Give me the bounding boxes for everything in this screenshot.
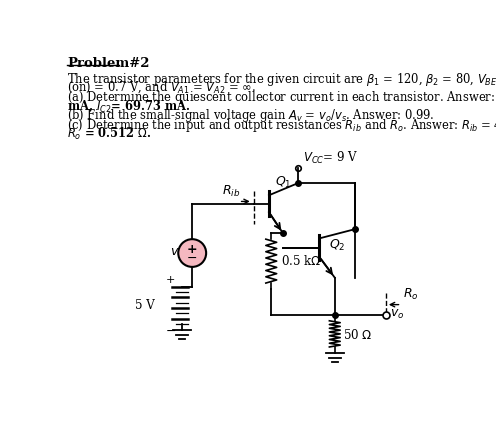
Text: (a) Determine the quiescent collector current in each transistor. Answer: $I_{C1: (a) Determine the quiescent collector cu… xyxy=(67,89,496,106)
Text: $R_{ib}$: $R_{ib}$ xyxy=(222,184,240,199)
Text: $v_o$: $v_o$ xyxy=(390,308,404,321)
Text: $R_o$ = 0.512 $\Omega$.: $R_o$ = 0.512 $\Omega$. xyxy=(67,126,152,142)
Text: mA, $I_{C2}$= 69.73 mA.: mA, $I_{C2}$= 69.73 mA. xyxy=(67,98,191,114)
Text: The transistor parameters for the given circuit are $\beta_1$ = 120, $\beta_2$ =: The transistor parameters for the given … xyxy=(67,71,496,88)
Text: $Q_2$: $Q_2$ xyxy=(328,238,345,253)
Text: +: + xyxy=(166,275,175,285)
Text: 50 $\Omega$: 50 $\Omega$ xyxy=(343,328,372,342)
Text: 5 V: 5 V xyxy=(135,299,155,312)
Text: (b) Find the small-signal voltage gain $A_v$ = $v_o$/$v_s$. Answer: 0.99.: (b) Find the small-signal voltage gain $… xyxy=(67,107,435,125)
Text: −: − xyxy=(187,252,197,265)
Text: $R_o$: $R_o$ xyxy=(403,287,419,302)
Text: $v_s$: $v_s$ xyxy=(171,246,185,260)
Text: (on) = 0.7 V, and $V_{A1}$ = $V_{A2}$ = $\infty$.: (on) = 0.7 V, and $V_{A1}$ = $V_{A2}$ = … xyxy=(67,80,256,95)
Text: $V_{CC}$= 9 V: $V_{CC}$= 9 V xyxy=(303,150,358,166)
Text: 0.5 k$\Omega$: 0.5 k$\Omega$ xyxy=(281,254,321,268)
Text: (c) Determine the input and output resistances $R_{ib}$ and $R_o$. Answer: $R_{i: (c) Determine the input and output resis… xyxy=(67,117,496,134)
Text: $Q_1$: $Q_1$ xyxy=(275,175,292,190)
Circle shape xyxy=(178,239,206,267)
Text: +: + xyxy=(187,242,197,256)
Text: −: − xyxy=(165,325,176,338)
Text: Problem#2: Problem#2 xyxy=(67,57,150,70)
